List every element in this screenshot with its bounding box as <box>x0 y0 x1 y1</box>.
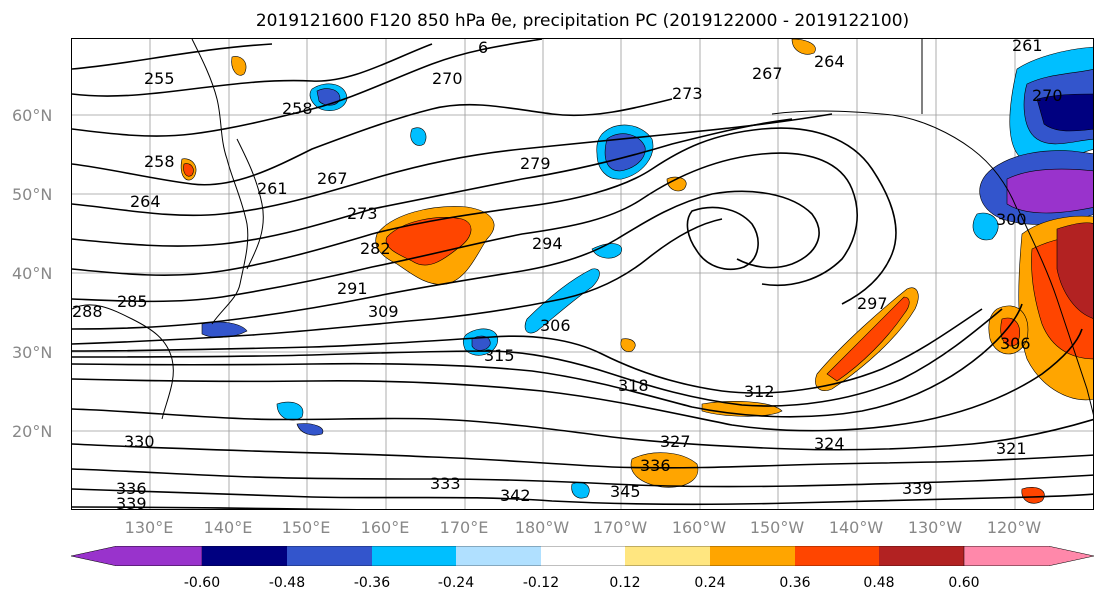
lat-label-60n: 60°N <box>12 106 53 125</box>
colorbar-segment <box>541 546 625 566</box>
colorbar-tick-label: -0.12 <box>522 575 560 591</box>
colorbar-segment <box>287 546 372 566</box>
lat-label-30n: 30°N <box>12 343 53 362</box>
contour-label: 336 <box>640 456 671 475</box>
contour-label-group: 6 270 264 261 255 258 258 264 261 267 27… <box>72 39 1063 510</box>
contour-label: 342 <box>500 486 531 505</box>
contour-label: 273 <box>347 204 378 223</box>
contour-label: 345 <box>610 482 641 501</box>
contour-label: 315 <box>484 346 515 365</box>
contour-label: 297 <box>857 294 888 313</box>
contour-label: 306 <box>1000 334 1031 353</box>
lat-label-50n: 50°N <box>12 185 53 204</box>
contour-label: 264 <box>814 52 845 71</box>
coastlines <box>72 39 1093 420</box>
contour-label: 318 <box>618 376 649 395</box>
colorbar-segment <box>372 546 456 566</box>
contour-label: 270 <box>1032 86 1063 105</box>
lat-label-20n: 20°N <box>12 422 53 441</box>
contour-label: 282 <box>360 239 391 258</box>
lon-label-130w: 130°W <box>907 518 963 537</box>
contour-label: 285 <box>117 292 148 311</box>
contour-label: 312 <box>744 382 775 401</box>
lon-label-150w: 150°W <box>749 518 805 537</box>
contour-label: 261 <box>257 179 288 198</box>
contour-label: 258 <box>144 152 175 171</box>
map-panel: 6 270 264 261 255 258 258 264 261 267 27… <box>71 38 1094 510</box>
colorbar-tick-label: -0.36 <box>353 575 391 591</box>
contour-label: 6 <box>478 39 488 57</box>
contour-label: 294 <box>532 234 563 253</box>
lon-label-140e: 140°E <box>203 518 253 537</box>
colorbar-tick-label: 0.24 <box>694 575 726 591</box>
contour-label: 255 <box>144 69 175 88</box>
contour-label: 258 <box>282 99 313 118</box>
colorbar-segment <box>963 546 1094 566</box>
contour-label: 267 <box>752 64 783 83</box>
lon-label-170w: 170°W <box>592 518 648 537</box>
contour-label: 306 <box>540 316 571 335</box>
map-canvas: 6 270 264 261 255 258 258 264 261 267 27… <box>72 39 1093 510</box>
precipitation-shading <box>180 39 1093 504</box>
colorbar-tick-label: -0.24 <box>437 575 475 591</box>
colorbar-segment <box>456 546 541 566</box>
lon-label-160w: 160°W <box>671 518 727 537</box>
lon-label-180w: 180°W <box>514 518 570 537</box>
colorbar-tick-label: 0.60 <box>948 575 980 591</box>
contour-label: 327 <box>660 432 691 451</box>
contour-label: 333 <box>430 474 461 493</box>
colorbar <box>71 546 1094 566</box>
colorbar-segment <box>795 546 879 566</box>
colorbar-segment <box>71 546 203 566</box>
colorbar-tick-label: -0.48 <box>268 575 306 591</box>
contour-label: 300 <box>996 210 1027 229</box>
map-title: 2019121600 F120 850 hPa θe, precipitatio… <box>255 11 910 31</box>
contour-label: 279 <box>520 154 551 173</box>
contour-label: 273 <box>672 84 703 103</box>
contour-label: 321 <box>996 439 1027 458</box>
contour-label: 267 <box>317 169 348 188</box>
contour-label: 288 <box>72 302 103 321</box>
contour-label: 336 <box>116 479 147 498</box>
lon-label-170e: 170°E <box>439 518 489 537</box>
lon-label-150e: 150°E <box>281 518 331 537</box>
lat-label-40n: 40°N <box>12 264 53 283</box>
colorbar-tick-label: -0.60 <box>183 575 221 591</box>
theta-e-contours <box>72 39 1093 509</box>
colorbar-segment <box>202 546 287 566</box>
colorbar-segment <box>710 546 795 566</box>
colorbar-tick-label: 0.12 <box>609 575 641 591</box>
contour-label: 330 <box>124 432 155 451</box>
lon-label-130e: 130°E <box>124 518 174 537</box>
contour-label: 270 <box>432 69 463 88</box>
lon-label-120w: 120°W <box>986 518 1042 537</box>
colorbar-tick-label: 0.36 <box>779 575 811 591</box>
lon-label-140w: 140°W <box>828 518 884 537</box>
contour-label: 309 <box>368 302 399 321</box>
contour-label: 264 <box>130 192 161 211</box>
contour-label: 291 <box>337 279 368 298</box>
contour-label: 261 <box>1012 39 1043 55</box>
colorbar-segment <box>625 546 710 566</box>
colorbar-tick-label: 0.48 <box>863 575 895 591</box>
contour-label: 339 <box>902 479 933 498</box>
contour-label: 339 <box>116 494 147 510</box>
contour-label: 324 <box>814 434 845 453</box>
colorbar-segment <box>879 546 964 566</box>
lon-label-160e: 160°E <box>360 518 410 537</box>
